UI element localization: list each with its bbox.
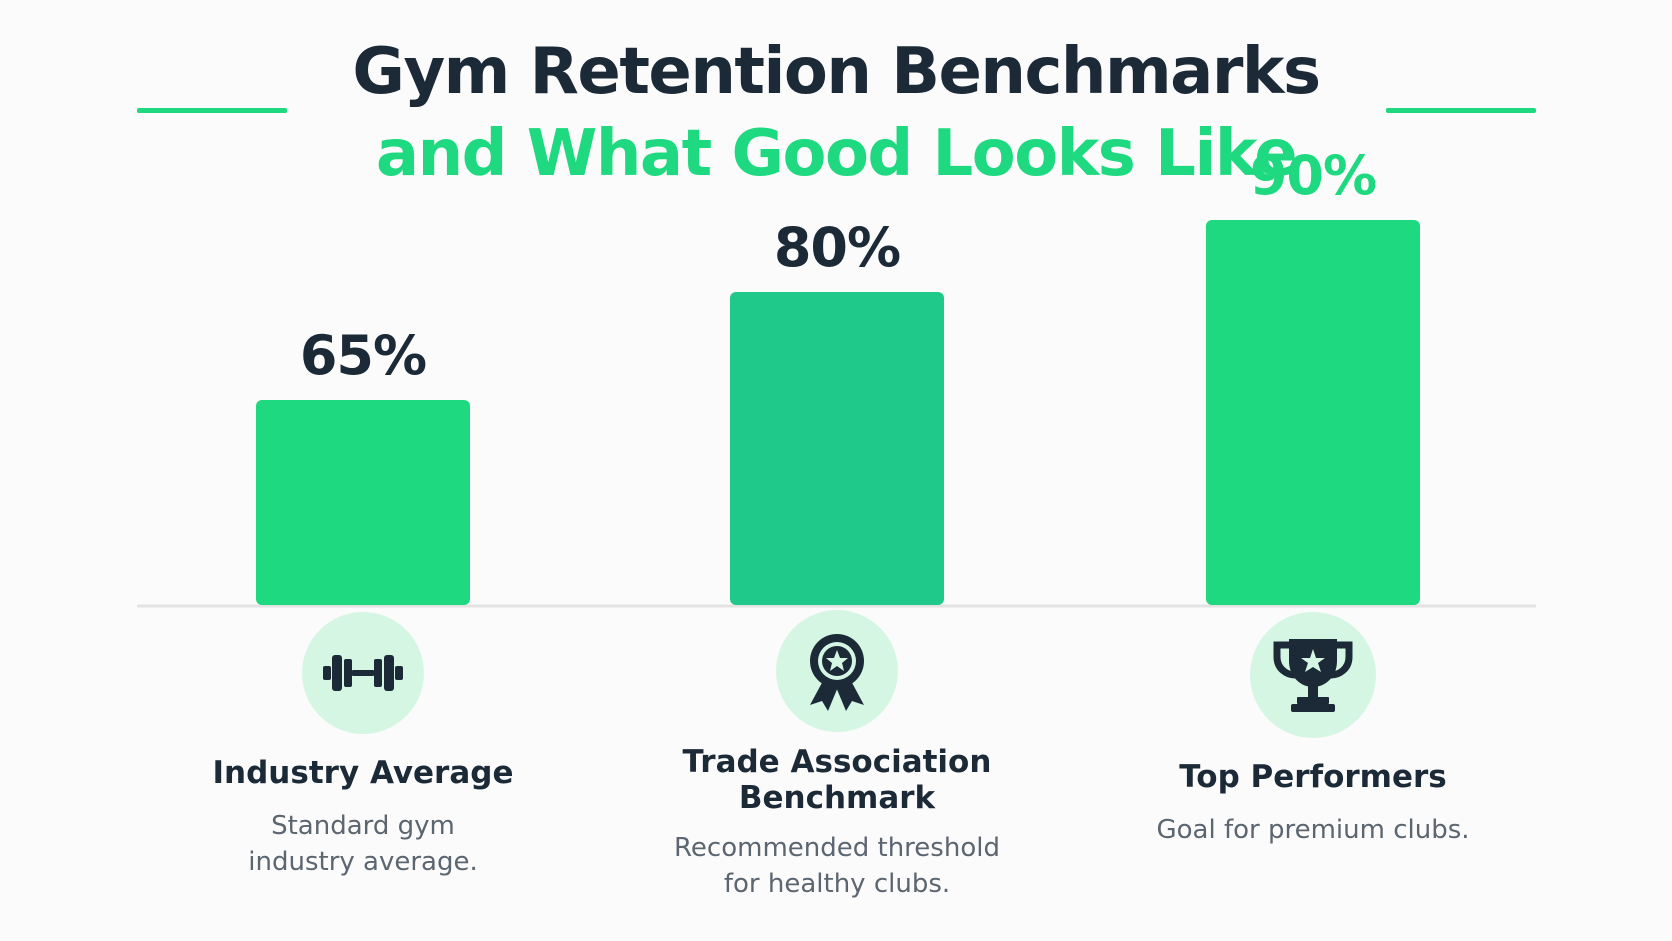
title-rule-right — [1386, 108, 1536, 113]
award-ribbon-icon — [810, 634, 864, 711]
bar-value-label-3: 90% — [1250, 144, 1376, 207]
category-description: Goal for premium clubs. — [1103, 812, 1523, 848]
category-description: Recommended threshold for healthy clubs. — [627, 830, 1047, 902]
title-line-2: and What Good Looks Like — [375, 117, 1298, 191]
bar-3 — [1206, 220, 1420, 605]
chart-title: Gym Retention Benchmarks and What Good L… — [0, 30, 1672, 194]
category-desc-line: industry average. — [248, 847, 478, 877]
title-line-1: Gym Retention Benchmarks — [352, 35, 1321, 109]
category-title: Industry Average — [153, 754, 573, 792]
category-title-line: Benchmark — [738, 780, 936, 816]
category-desc-line: Goal for premium clubs. — [1156, 815, 1470, 845]
category-desc-line: Standard gym — [271, 811, 455, 841]
icon-circle — [776, 610, 898, 732]
dumbbell-icon — [323, 655, 403, 691]
category-desc-line: for healthy clubs. — [723, 869, 951, 899]
bar-1 — [256, 400, 470, 605]
trophy-icon — [1273, 639, 1353, 712]
icon-circle — [1250, 612, 1376, 738]
title-rule-left — [137, 108, 287, 113]
category-title-line: Industry Average — [212, 755, 514, 791]
bar-2 — [730, 292, 944, 605]
category-trade-association-benchmark: Trade Association Benchmark Recommended … — [627, 610, 1047, 902]
category-title: Top Performers — [1103, 758, 1523, 796]
category-title-line: Top Performers — [1179, 759, 1447, 795]
category-top-performers: Top Performers Goal for premium clubs. — [1103, 612, 1523, 848]
icon-circle — [302, 612, 424, 734]
category-industry-average: Industry Average Standard gym industry a… — [153, 612, 573, 880]
category-description: Standard gym industry average. — [153, 808, 573, 880]
category-desc-line: Recommended threshold — [674, 833, 1000, 863]
bar-value-label-2: 80% — [774, 216, 900, 279]
category-title-line: Trade Association — [682, 744, 992, 780]
bar-value-label-1: 65% — [300, 324, 426, 387]
category-title: Trade Association Benchmark — [627, 744, 1047, 816]
